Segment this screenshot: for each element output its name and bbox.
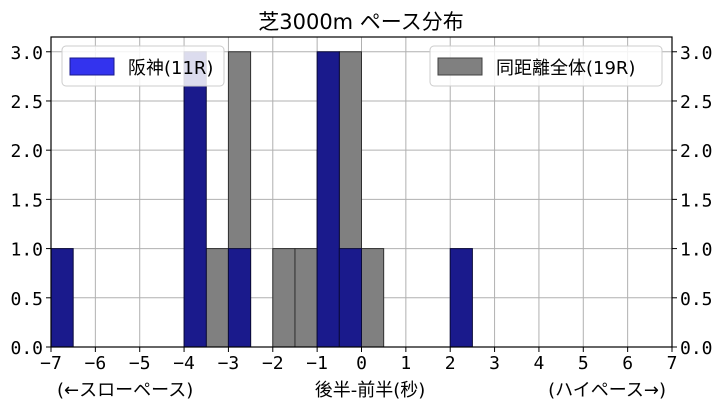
x-tick-label: 5 [578,353,589,374]
legend-frame-overall [429,45,663,87]
x-tick-label: −1 [306,353,328,374]
bar-hanshin [316,51,340,348]
legend-overall: 同距離全体(19R) [429,45,663,87]
x-tick-label: 2 [445,353,456,374]
y-tick-label-left: 2.5 [10,92,43,113]
histogram-bars [50,51,473,348]
y-tick-label-right: 0.5 [680,289,713,310]
bar-hanshin [183,51,207,348]
bar-overall [361,248,385,348]
x-tick-label: 6 [622,353,633,374]
x-tick-label: 4 [534,353,545,374]
legend-frame-hanshin [61,45,225,87]
y-tick-label-right: 1.5 [680,190,713,211]
bar-hanshin [50,248,74,348]
bar-hanshin [227,248,252,348]
legend-hanshin: 阪神(11R) [61,45,225,87]
axis-ticks: −7 −6 −5 −4 −3 −2 −1 0 1 2 3 4 5 6 70.0 0.00.5 0.51.0 1.0… [10,43,712,374]
bar-overall [294,248,318,348]
y-tick-label-right: 1.0 [680,240,713,261]
x-axis-label: 後半-前半(秒) [315,380,426,401]
x-tick-label: 0 [356,353,367,374]
y-tick-label-right: 3.0 [680,43,713,64]
bar-hanshin [338,248,363,348]
bar-hanshin [449,248,473,348]
legend-label-overall: 同距離全体(19R) [496,58,635,79]
y-tick-label-left: 1.5 [10,190,43,211]
y-tick-label-left: 0.0 [10,338,43,359]
y-tick-label-left: 0.5 [10,289,43,310]
y-tick-label-right: 0.0 [680,338,713,359]
x-tick-label: 1 [400,353,411,374]
x-tick-label: −6 [85,353,107,374]
y-tick-label-left: 2.0 [10,141,43,162]
x-tick-label: −7 [40,353,62,374]
y-tick-label-left: 1.0 [10,240,43,261]
x-tick-label: −4 [173,353,195,374]
y-tick-label-left: 3.0 [10,43,43,64]
bar-overall [272,248,296,348]
legend-swatch-overall [437,57,483,76]
x-tick-label: −3 [218,353,240,374]
legend-label-hanshin: 阪神(11R) [128,58,213,79]
x-tick-label: −5 [129,353,151,374]
legend-swatch-hanshin [69,57,115,76]
y-tick-label-right: 2.0 [680,141,713,162]
x-tick-label: 7 [667,353,678,374]
bar-overall [205,248,229,348]
x-tick-label: −2 [262,353,284,374]
x-axis-label-right: (ハイペース→) [548,380,666,401]
x-axis-label-left: (←スローペース) [57,380,193,401]
chart-title: 芝3000m ペース分布 [258,10,464,34]
y-tick-label-right: 2.5 [680,92,713,113]
x-tick-label: 3 [489,353,500,374]
